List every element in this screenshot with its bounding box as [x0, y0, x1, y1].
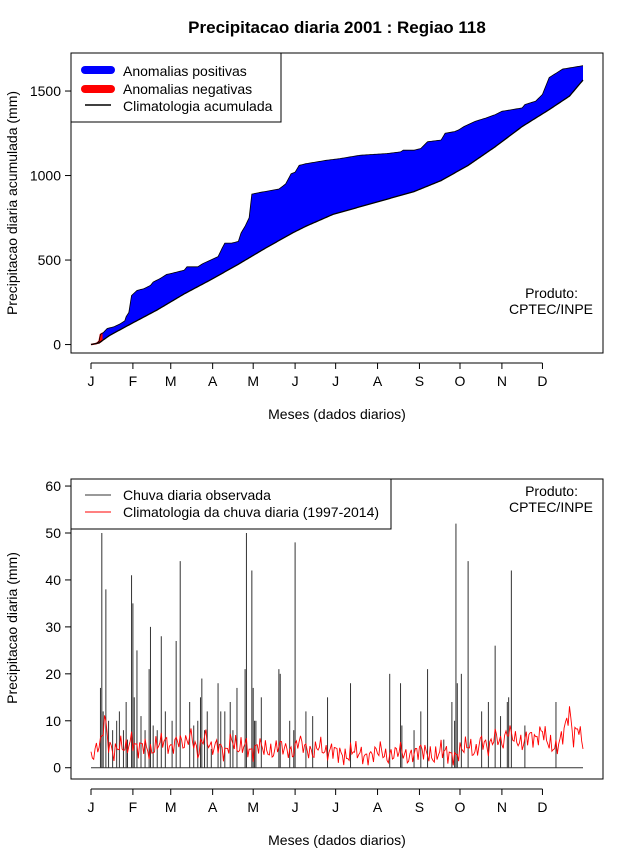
legend-accumulated-climatology: Climatologia acumulada — [123, 98, 273, 114]
legend-observed-rain: Chuva diaria observada — [123, 487, 271, 503]
x-tick-label: D — [537, 373, 547, 389]
product-source: CPTEC/INPE — [509, 301, 593, 317]
x-tick-label: J — [292, 373, 299, 389]
y-tick-label: 40 — [45, 572, 61, 588]
y-tick-label: 1000 — [30, 168, 61, 184]
accumulated-x-axis-label: Meses (dados diarios) — [268, 406, 406, 422]
y-tick-label: 20 — [45, 666, 61, 682]
x-tick-label: J — [332, 799, 339, 815]
x-tick-label: J — [88, 373, 95, 389]
accumulated-plot-frame — [70, 52, 604, 354]
x-tick-label: J — [88, 799, 95, 815]
accumulated-y-axis-label: Precipitacao diaria acumulada (mm) — [4, 91, 20, 315]
legend-climatology-rain: Climatologia da chuva diaria (1997-2014) — [123, 504, 379, 520]
product-label: Produto: — [525, 285, 578, 301]
chart-title: Precipitacao diaria 2001 : Regiao 118 — [188, 18, 486, 37]
y-tick-label: 50 — [45, 525, 61, 541]
y-tick-label: 0 — [53, 760, 61, 776]
x-tick-label: A — [208, 799, 218, 815]
accumulated-lines-layer — [90, 65, 584, 346]
y-tick-label: 0 — [53, 337, 61, 353]
legend-positive-anomalies: Anomalias positivas — [123, 63, 247, 79]
x-tick-label: O — [455, 799, 466, 815]
y-tick-label: 30 — [45, 619, 61, 635]
x-tick-label: F — [129, 373, 138, 389]
y-tick-label: 60 — [45, 478, 61, 494]
x-tick-label: S — [415, 373, 424, 389]
accumulated-panel: 0 500 1000 1500 J F M A M J J A S O N D Precipitacao d… — [4, 52, 604, 422]
daily-legend: Chuva diaria observada Climatologia da c… — [70, 478, 392, 530]
y-tick-label: 500 — [38, 252, 62, 268]
positive-anomaly-area — [91, 65, 583, 345]
x-tick-label: O — [455, 373, 466, 389]
x-tick-label: D — [537, 799, 547, 815]
x-tick-label: J — [332, 373, 339, 389]
x-tick-label: J — [292, 799, 299, 815]
x-tick-label: A — [208, 373, 218, 389]
y-tick-label: 10 — [45, 713, 61, 729]
legend-negative-anomalies: Anomalias negativas — [123, 81, 252, 97]
legend-box — [70, 478, 392, 530]
x-tick-label: M — [247, 373, 259, 389]
x-tick-label: M — [165, 799, 177, 815]
observed-accumulated-line — [90, 65, 584, 345]
daily-y-axis: 0 10 20 30 40 50 60 — [45, 478, 71, 776]
climatology-accumulated-line — [90, 79, 584, 346]
x-tick-label: N — [497, 799, 507, 815]
product-label: Produto: — [525, 483, 578, 499]
x-tick-label: M — [165, 373, 177, 389]
daily-panel: 0 10 20 30 40 50 60 J F M A M J J A S O N D Precipitacao … — [4, 478, 604, 848]
y-tick-label: 1500 — [30, 83, 61, 99]
x-tick-label: M — [247, 799, 259, 815]
x-tick-label: F — [129, 799, 138, 815]
accumulated-legend: Anomalias positivas Anomalias negativas … — [70, 52, 282, 123]
observed-rain-layer — [91, 523, 583, 769]
daily-x-axis-label: Meses (dados diarios) — [268, 832, 406, 848]
climatology-daily-line — [90, 706, 584, 766]
daily-climatology-layer — [90, 706, 584, 766]
x-tick-label: S — [415, 799, 424, 815]
x-tick-label: N — [497, 373, 507, 389]
x-tick-label: A — [373, 373, 383, 389]
x-tick-label: A — [373, 799, 383, 815]
accumulated-y-axis: 0 500 1000 1500 — [30, 83, 71, 353]
daily-y-axis-label: Precipitacao diaria (mm) — [4, 552, 20, 704]
product-source: CPTEC/INPE — [509, 499, 593, 515]
